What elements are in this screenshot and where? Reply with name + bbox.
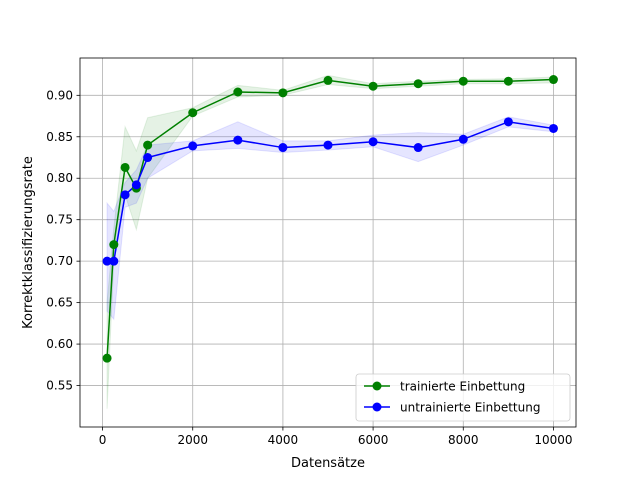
plot-frame bbox=[79, 57, 577, 428]
point-untrainierte-einbettung bbox=[458, 134, 468, 144]
legend-marker-trainierte-einbettung bbox=[372, 381, 382, 391]
series-points bbox=[102, 75, 558, 363]
point-untrainierte-einbettung bbox=[413, 143, 423, 153]
point-untrainierte-einbettung bbox=[278, 143, 288, 153]
y-tick-label: 0.90 bbox=[46, 88, 73, 102]
legend: trainierte Einbettung untrainierte Einbet… bbox=[355, 373, 571, 422]
x-axis-ticks: 0 2000 4000 6000 8000 10000 bbox=[99, 427, 573, 447]
point-trainierte-einbettung bbox=[188, 108, 198, 118]
y-tick-label: 0.65 bbox=[46, 296, 73, 310]
point-trainierte-einbettung bbox=[233, 87, 243, 97]
y-tick-label: 0.60 bbox=[46, 337, 73, 351]
point-trainierte-einbettung bbox=[458, 76, 468, 86]
point-trainierte-einbettung bbox=[368, 81, 378, 91]
x-tick-label: 8000 bbox=[448, 433, 479, 447]
point-trainierte-einbettung bbox=[413, 79, 423, 89]
point-trainierte-einbettung bbox=[143, 140, 153, 150]
legend-label-trainierte-einbettung: trainierte Einbettung bbox=[400, 380, 525, 394]
point-trainierte-einbettung bbox=[120, 162, 130, 172]
point-untrainierte-einbettung bbox=[188, 141, 198, 151]
point-untrainierte-einbettung bbox=[548, 123, 558, 133]
point-untrainierte-einbettung bbox=[102, 256, 112, 266]
y-tick-label: 0.55 bbox=[46, 379, 73, 393]
x-axis-label: Datensätze bbox=[291, 456, 365, 471]
legend-label-untrainierte-einbettung: untrainierte Einbettung bbox=[400, 401, 540, 415]
x-tick-label: 6000 bbox=[358, 433, 389, 447]
x-tick-label: 4000 bbox=[268, 433, 299, 447]
point-untrainierte-einbettung bbox=[323, 140, 333, 150]
point-untrainierte-einbettung bbox=[143, 153, 153, 163]
point-trainierte-einbettung bbox=[548, 75, 558, 85]
point-untrainierte-einbettung bbox=[233, 135, 243, 145]
point-untrainierte-einbettung bbox=[131, 180, 141, 190]
x-tick-label: 2000 bbox=[177, 433, 208, 447]
x-tick-label: 0 bbox=[99, 433, 107, 447]
x-tick-label: 10000 bbox=[534, 433, 572, 447]
grid-lines bbox=[80, 58, 576, 427]
point-trainierte-einbettung bbox=[323, 75, 333, 85]
point-trainierte-einbettung bbox=[503, 76, 513, 86]
y-axis-ticks: 0.55 0.60 0.65 0.70 0.75 0.80 0.85 0.90 bbox=[46, 88, 80, 393]
y-tick-label: 0.85 bbox=[46, 130, 73, 144]
point-trainierte-einbettung bbox=[278, 88, 288, 98]
legend-box bbox=[355, 373, 571, 422]
y-axis-label: Korrektklassifizierungsrate bbox=[21, 156, 36, 329]
point-untrainierte-einbettung bbox=[368, 137, 378, 147]
point-untrainierte-einbettung bbox=[503, 117, 513, 127]
y-tick-label: 0.75 bbox=[46, 213, 73, 227]
point-untrainierte-einbettung bbox=[109, 256, 119, 266]
legend-marker-untrainierte-einbettung bbox=[372, 402, 382, 412]
y-tick-label: 0.70 bbox=[46, 254, 73, 268]
point-trainierte-einbettung bbox=[109, 240, 119, 250]
point-untrainierte-einbettung bbox=[120, 190, 130, 200]
point-trainierte-einbettung bbox=[102, 353, 112, 363]
y-tick-label: 0.80 bbox=[46, 171, 73, 185]
